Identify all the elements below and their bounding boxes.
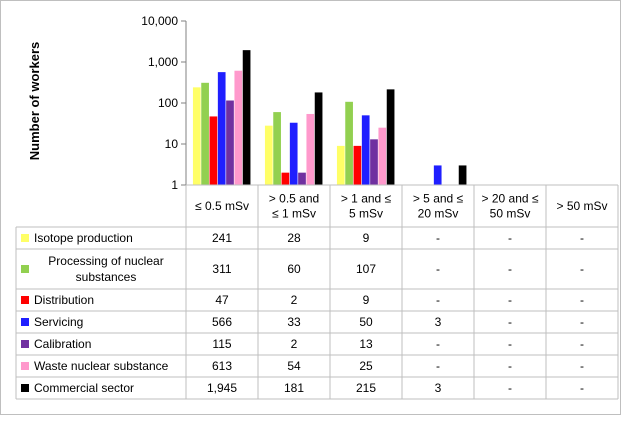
legend-label: Calibration xyxy=(34,337,91,351)
y-tick-label: 10,000 xyxy=(141,14,178,28)
bar xyxy=(314,92,323,185)
bar xyxy=(192,87,201,185)
legend-label: Distribution xyxy=(34,293,94,307)
data-label: - xyxy=(508,359,512,373)
bar xyxy=(273,112,281,185)
y-axis-title: Number of workers xyxy=(27,42,42,160)
data-label: - xyxy=(508,337,512,351)
data-label: - xyxy=(580,262,584,276)
data-label: 107 xyxy=(356,262,376,276)
legend-swatch xyxy=(21,318,29,326)
bar xyxy=(306,113,315,185)
data-label: 566 xyxy=(212,315,232,329)
data-label: 28 xyxy=(287,231,301,245)
bar xyxy=(378,127,387,185)
bar xyxy=(458,165,467,185)
legend-swatch xyxy=(21,384,29,392)
category-label: > 20 and ≤ xyxy=(482,192,539,206)
data-label: 181 xyxy=(284,381,304,395)
data-label: 1,945 xyxy=(207,381,237,395)
category-label: > 5 and ≤ xyxy=(413,192,464,206)
bar xyxy=(242,50,251,186)
data-label: 3 xyxy=(435,381,442,395)
category-label: 20 mSv xyxy=(418,207,459,221)
category-label: ≤ 1 mSv xyxy=(272,207,316,221)
legend-swatch xyxy=(21,340,29,348)
data-label: - xyxy=(436,337,440,351)
data-label: 60 xyxy=(287,262,301,276)
bar xyxy=(345,101,353,185)
data-label: - xyxy=(580,293,584,307)
data-label: - xyxy=(508,293,512,307)
data-label: 9 xyxy=(363,293,370,307)
data-label: - xyxy=(508,381,512,395)
legend-swatch xyxy=(21,265,29,273)
data-label: 54 xyxy=(287,359,301,373)
data-label: - xyxy=(508,231,512,245)
category-label: ≤ 0.5 mSv xyxy=(195,199,249,213)
legend-label: Commercial sector xyxy=(34,381,134,395)
data-label: 2 xyxy=(291,337,298,351)
legend-swatch xyxy=(21,234,29,242)
bar xyxy=(226,100,234,185)
y-tick-label: 100 xyxy=(158,96,178,110)
bar xyxy=(336,145,345,185)
legend-label: Processing of nuclear xyxy=(48,254,163,268)
bar xyxy=(264,125,273,185)
legend-label: Waste nuclear substance xyxy=(34,359,169,373)
data-label: - xyxy=(508,262,512,276)
bar xyxy=(209,116,218,185)
category-label: > 0.5 and xyxy=(269,192,319,206)
data-label: 311 xyxy=(212,262,231,276)
bar xyxy=(298,172,306,185)
data-label: 33 xyxy=(287,315,301,329)
data-label: 241 xyxy=(212,231,232,245)
legend-label: substances xyxy=(76,270,137,284)
legend-label: Isotope production xyxy=(34,231,133,245)
data-label: - xyxy=(436,359,440,373)
bar xyxy=(201,82,209,185)
legend-swatch xyxy=(21,296,29,304)
data-label: 115 xyxy=(212,337,231,351)
data-label: 13 xyxy=(359,337,373,351)
data-label: - xyxy=(580,381,584,395)
data-label: 2 xyxy=(291,293,298,307)
data-label: 3 xyxy=(435,315,442,329)
data-label: - xyxy=(580,315,584,329)
bar xyxy=(353,145,362,185)
data-label: - xyxy=(436,293,440,307)
data-label: - xyxy=(508,315,512,329)
bar xyxy=(370,139,378,185)
bar xyxy=(281,172,290,185)
category-label: > 1 and ≤ xyxy=(341,192,392,206)
category-label: > 50 mSv xyxy=(556,199,607,213)
y-tick-label: 1 xyxy=(171,178,178,192)
legend-swatch xyxy=(21,362,29,370)
bar xyxy=(289,122,298,185)
legend-label: Servicing xyxy=(34,315,83,329)
data-label: - xyxy=(580,337,584,351)
data-label: 47 xyxy=(215,293,229,307)
data-label: - xyxy=(580,359,584,373)
bar xyxy=(433,165,442,185)
data-label: - xyxy=(436,231,440,245)
data-label: - xyxy=(580,231,584,245)
category-label: 50 mSv xyxy=(490,207,531,221)
bar xyxy=(217,72,226,185)
y-tick-label: 10 xyxy=(165,137,179,151)
data-label: 613 xyxy=(212,359,232,373)
y-tick-label: 1,000 xyxy=(148,55,178,69)
data-label: - xyxy=(436,262,440,276)
data-label: 25 xyxy=(359,359,373,373)
category-label: 5 mSv xyxy=(349,207,383,221)
data-label: 9 xyxy=(363,231,370,245)
bar xyxy=(361,115,370,185)
bar xyxy=(234,70,243,185)
data-label: 50 xyxy=(359,315,373,329)
bar xyxy=(386,89,395,185)
data-label: 215 xyxy=(356,381,376,395)
